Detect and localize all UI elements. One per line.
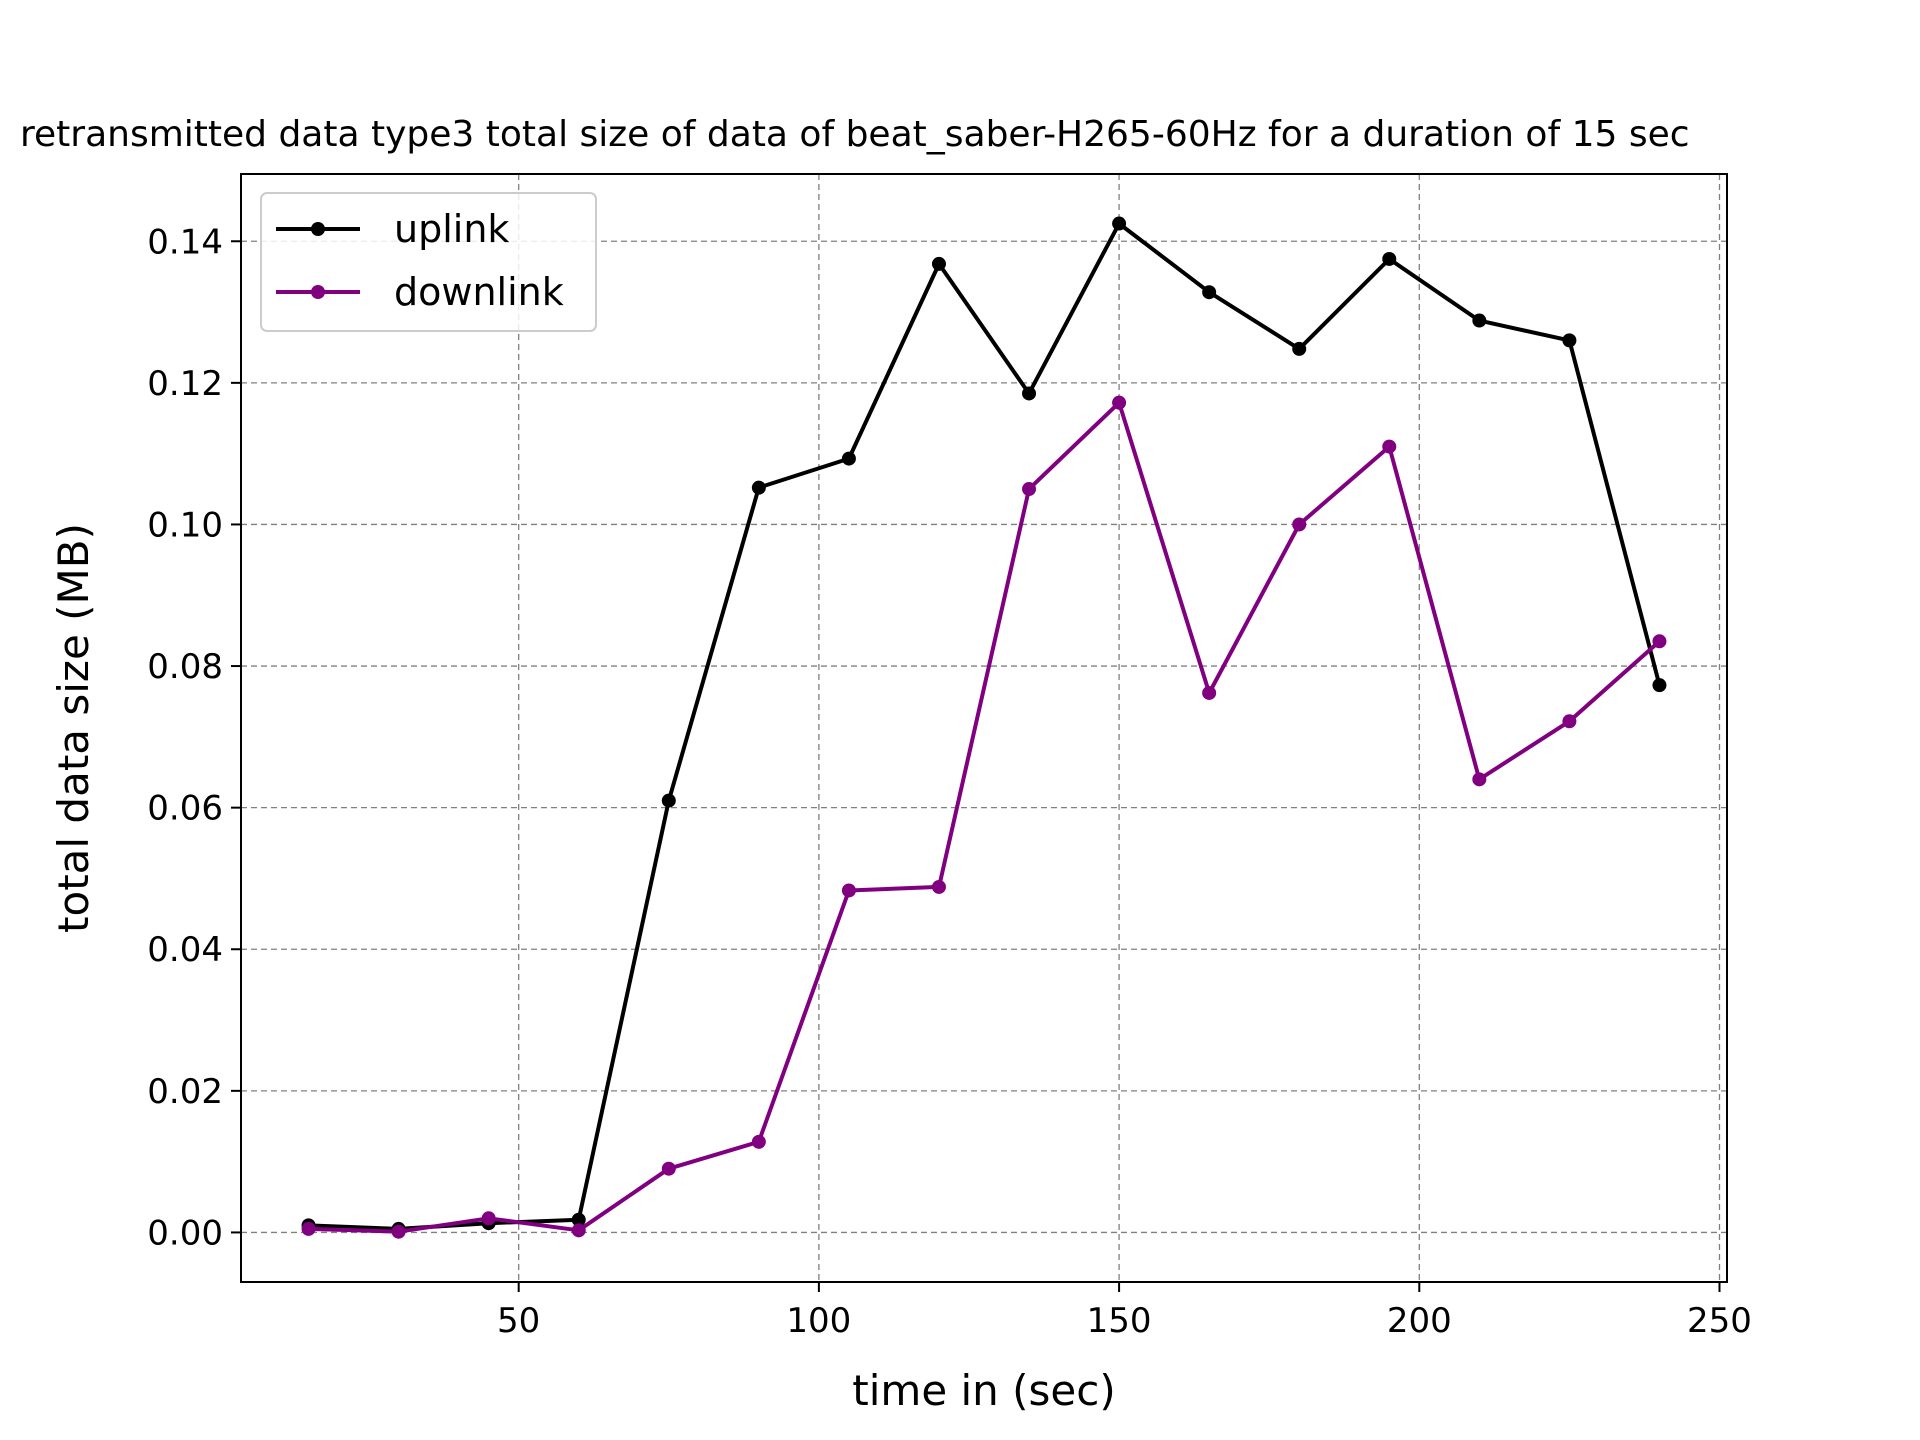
downlink-line bbox=[308, 400, 1661, 1234]
uplink-point bbox=[931, 256, 946, 271]
legend: uplink downlink bbox=[260, 192, 597, 332]
series-downlink bbox=[301, 395, 1667, 1239]
series-uplink bbox=[301, 216, 1667, 1236]
x-axis-title: time in (sec) bbox=[852, 1366, 1115, 1415]
downlink-point bbox=[481, 1211, 496, 1226]
x-axis: 50 100 150 200 250 bbox=[497, 1282, 1752, 1341]
y-tick-label: 0.08 bbox=[147, 647, 223, 687]
legend-marker-downlink bbox=[311, 285, 325, 299]
uplink-point bbox=[751, 480, 766, 495]
downlink-point bbox=[841, 883, 856, 898]
downlink-point bbox=[391, 1224, 406, 1239]
uplink-line bbox=[308, 221, 1662, 1231]
downlink-point bbox=[301, 1221, 316, 1236]
uplink-point bbox=[1112, 216, 1127, 231]
y-tick-label: 0.14 bbox=[147, 222, 223, 262]
uplink-point bbox=[571, 1212, 586, 1227]
grid bbox=[241, 174, 1727, 1282]
uplink-point bbox=[1562, 333, 1577, 348]
x-tick-label: 250 bbox=[1687, 1301, 1752, 1341]
x-tick-label: 50 bbox=[497, 1301, 540, 1341]
downlink-point bbox=[931, 879, 946, 894]
uplink-point bbox=[841, 451, 856, 466]
legend-marker-uplink bbox=[311, 222, 325, 236]
downlink-point bbox=[571, 1223, 586, 1238]
y-tick-label: 0.06 bbox=[147, 789, 223, 829]
downlink-point bbox=[1562, 714, 1577, 729]
y-tick-label: 0.02 bbox=[147, 1072, 223, 1112]
legend-label-downlink: downlink bbox=[394, 270, 564, 314]
uplink-point bbox=[661, 793, 676, 808]
downlink-point bbox=[1112, 395, 1127, 410]
legend-label-uplink: uplink bbox=[394, 207, 509, 251]
y-tick-label: 0.10 bbox=[147, 505, 223, 545]
uplink-point bbox=[1652, 678, 1667, 693]
uplink-point bbox=[1382, 251, 1397, 266]
y-axis: 0.00 0.02 0.04 0.06 0.08 0.10 0.12 0.14 bbox=[147, 222, 241, 1253]
uplink-point bbox=[1472, 313, 1487, 328]
series-layer bbox=[301, 216, 1667, 1239]
uplink-point bbox=[1022, 386, 1037, 401]
downlink-point bbox=[661, 1161, 676, 1176]
downlink-point bbox=[751, 1134, 766, 1149]
downlink-point bbox=[1292, 517, 1307, 532]
downlink-point bbox=[1472, 772, 1487, 787]
y-tick-label: 0.12 bbox=[147, 364, 223, 404]
x-tick-label: 100 bbox=[786, 1301, 851, 1341]
downlink-point bbox=[1202, 685, 1217, 700]
x-tick-label: 150 bbox=[1087, 1301, 1152, 1341]
x-tick-label: 200 bbox=[1387, 1301, 1452, 1341]
downlink-point bbox=[1652, 634, 1667, 649]
y-tick-label: 0.04 bbox=[147, 930, 223, 970]
downlink-point bbox=[1382, 439, 1397, 454]
uplink-point bbox=[1292, 341, 1307, 356]
y-tick-label: 0.00 bbox=[147, 1213, 223, 1253]
y-axis-title: total data size (MB) bbox=[49, 523, 98, 933]
downlink-point bbox=[1022, 482, 1037, 497]
uplink-point bbox=[1202, 285, 1217, 300]
plot-area-frame bbox=[240, 173, 1728, 1283]
chart-title: retransmitted data type3 total size of d… bbox=[20, 114, 1690, 155]
